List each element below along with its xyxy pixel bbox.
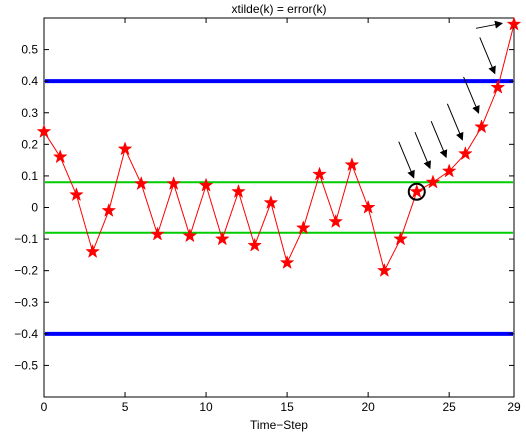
data-point-star [166,176,182,191]
y-tick-label: −0.5 [14,358,38,372]
data-point-star [231,183,246,198]
data-point-star [69,187,84,202]
annotation-arrow [430,120,448,159]
y-tick-label: 0.5 [21,43,38,57]
annotation-arrow [446,103,464,141]
data-point-star [198,177,214,192]
data-point-star [150,226,165,241]
annotation-arrow [414,132,431,170]
y-tick-label: −0.4 [14,327,38,341]
data-point-star [425,174,441,189]
x-tick-label: 15 [280,400,294,414]
y-tick-label: −0.2 [14,264,38,278]
y-tick-label: 0.4 [21,74,38,88]
data-point-star [457,146,473,161]
data-point-star [36,123,52,138]
data-point-star [474,119,489,134]
data-point-star [214,231,230,246]
x-tick-label: 0 [41,400,48,414]
highlight-circle [407,182,426,201]
x-tick-label: 25 [442,400,456,414]
data-point-star [312,166,327,181]
axis-ticks: 0 5 10 15 20 25 29 −0.5 −0.4 −0.3 −0.2 −0.1 0 0.1 0.2 0… [14,18,521,414]
x-tick-label: 10 [199,400,213,414]
data-point-star [52,149,68,164]
data-point-star [490,79,506,94]
x-tick-label: 5 [122,400,129,414]
data-point-star [85,243,101,258]
y-tick-label: 0.1 [21,169,38,183]
reference-lines [45,79,513,336]
y-tick-label: −0.1 [14,232,38,246]
y-tick-label: −0.3 [14,295,38,309]
data-point-star [101,202,117,217]
chart-title: xtilde(k) = error(k) [231,2,326,16]
x-axis-label: Time−Step [250,418,308,432]
data-point-star [295,220,311,235]
annotation-arrow [479,37,496,75]
y-tick-label: 0.3 [21,106,38,120]
annotations [398,20,503,201]
data-point-star [279,255,295,270]
plot-area [43,17,515,398]
data-point-star [263,194,279,210]
annotation-arrow [463,76,480,114]
x-tick-label: 29 [507,400,521,414]
y-tick-label: 0 [31,201,38,215]
data-series [36,16,522,277]
data-point-star [133,176,149,191]
data-point-star [441,163,457,178]
annotation-arrow [475,20,503,29]
data-point-star [376,262,392,277]
data-point-star [506,16,522,31]
data-point-star [117,141,133,156]
data-point-star [328,213,344,228]
data-point-star [182,228,198,243]
x-tick-label: 20 [361,400,375,414]
data-point-star [247,237,263,252]
data-point-star [409,183,425,198]
annotation-arrow [398,141,415,179]
data-point-star [360,199,376,214]
data-point-star [344,157,360,172]
data-point-star [393,231,408,246]
y-tick-label: 0.2 [21,137,38,151]
